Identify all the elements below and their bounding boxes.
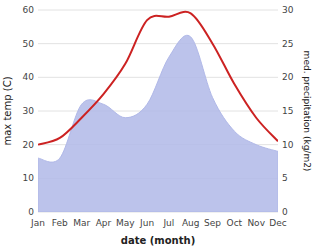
x-tick-label: May: [116, 218, 135, 228]
grid: [38, 10, 278, 212]
x-tick-label: Aug: [182, 218, 200, 228]
y2-tick-label: 30: [282, 5, 294, 15]
y2-tick-label: 25: [282, 39, 293, 49]
x-tick-label: Dec: [269, 218, 286, 228]
y2-axis-label: med. precipitation (kg/m2): [302, 51, 312, 172]
x-tick-label: Oct: [227, 218, 243, 228]
x-tick-label: Jun: [139, 218, 154, 228]
grid-line: [38, 43, 278, 44]
x-tick-label: Mar: [73, 218, 90, 228]
y-tick-label: 60: [23, 5, 35, 15]
y-tick-label: 0: [28, 207, 34, 217]
x-tick-label: Feb: [52, 218, 68, 228]
grid-line: [38, 77, 278, 78]
y-tick-label: 20: [23, 140, 35, 150]
grid-line: [38, 10, 278, 11]
x-tick-label: Sep: [204, 218, 221, 228]
y2-tick-label: 5: [282, 173, 288, 183]
plot-area: [38, 12, 278, 212]
precip-area: [38, 35, 278, 212]
x-tick-label: Apr: [96, 218, 112, 228]
x-axis-label: date (month): [121, 235, 195, 246]
x-tick-label: Nov: [247, 218, 265, 228]
y2-tick-label: 10: [282, 140, 294, 150]
chart-container: 0 10 20 30 40 50 60 0 5 10 15 20 25 30 Jan Feb Mar Apr May…: [0, 0, 318, 252]
y-axis-label: max temp (C): [2, 76, 13, 145]
y2-tick-label: 15: [282, 106, 293, 116]
y2-tick-label: 20: [282, 72, 294, 82]
x-tick-label: Jan: [30, 218, 45, 228]
y2-tick-label: 0: [282, 207, 288, 217]
y-tick-label: 50: [23, 39, 35, 49]
chart: 0 10 20 30 40 50 60 0 5 10 15 20 25 30 Jan Feb Mar Apr May…: [0, 0, 318, 252]
y-tick-label: 30: [23, 106, 35, 116]
y-tick-label: 10: [23, 173, 35, 183]
x-tick-label: Jul: [162, 218, 174, 228]
y-tick-label: 40: [23, 72, 35, 82]
temp-line: [38, 12, 278, 145]
